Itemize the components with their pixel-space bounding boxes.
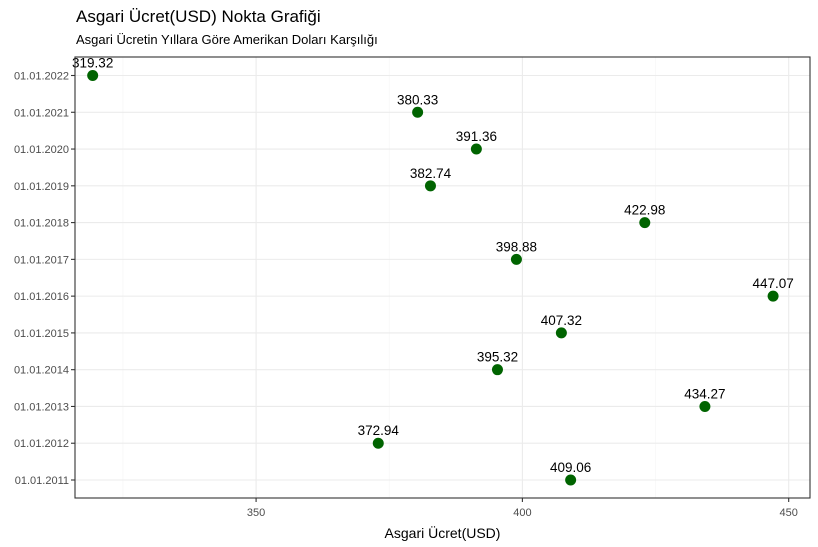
data-label: 391.36 bbox=[456, 129, 497, 144]
data-point bbox=[510, 253, 522, 265]
chart-subtitle: Asgari Ücretin Yıllara Göre Amerikan Dol… bbox=[76, 32, 378, 47]
data-label: 395.32 bbox=[477, 350, 518, 365]
y-tick-label: 01.01.2020 bbox=[14, 144, 69, 156]
x-tick-label: 400 bbox=[513, 507, 531, 519]
data-point bbox=[565, 474, 577, 486]
x-tick-label: 350 bbox=[247, 507, 265, 519]
data-point bbox=[555, 327, 567, 339]
y-tick-label: 01.01.2014 bbox=[14, 365, 69, 377]
chart-title: Asgari Ücret(USD) Nokta Grafiği bbox=[76, 7, 321, 26]
y-tick-label: 01.01.2022 bbox=[14, 71, 69, 83]
data-label: 409.06 bbox=[550, 460, 591, 475]
y-tick-label: 01.01.2018 bbox=[14, 218, 69, 230]
data-point bbox=[424, 180, 436, 192]
data-label: 398.88 bbox=[496, 239, 537, 254]
y-tick-label: 01.01.2011 bbox=[15, 475, 69, 487]
data-point bbox=[767, 290, 779, 302]
data-label: 434.27 bbox=[684, 386, 725, 401]
axes: 350 400 450 01.01.2011 01.01.2012 01.01.2013 0… bbox=[14, 71, 798, 520]
x-tick-label: 450 bbox=[780, 507, 798, 519]
y-tick-label: 01.01.2012 bbox=[14, 438, 69, 450]
data-points bbox=[87, 70, 779, 486]
data-point bbox=[491, 364, 503, 376]
data-label: 380.33 bbox=[397, 92, 438, 107]
x-axis-title: Asgari Ücret(USD) bbox=[385, 524, 501, 541]
data-point bbox=[87, 70, 99, 81]
data-label: 422.98 bbox=[624, 203, 665, 218]
y-tick-label: 01.01.2016 bbox=[14, 291, 69, 303]
data-label: 372.94 bbox=[358, 423, 400, 438]
data-point bbox=[470, 143, 482, 155]
grid-lines bbox=[75, 57, 810, 498]
y-tick-label: 01.01.2017 bbox=[14, 254, 69, 266]
y-tick-label: 01.01.2019 bbox=[14, 181, 69, 193]
y-tick-label: 01.01.2013 bbox=[14, 401, 69, 413]
y-tick-label: 01.01.2015 bbox=[14, 328, 69, 340]
data-label: 447.07 bbox=[752, 276, 793, 291]
data-point bbox=[372, 437, 384, 449]
data-point bbox=[699, 400, 711, 412]
data-label: 382.74 bbox=[410, 166, 452, 181]
data-labels: 409.06 372.94 434.27 395.32 407.32 447.07 398.… bbox=[72, 56, 794, 476]
data-label: 407.32 bbox=[541, 313, 582, 328]
panel-border bbox=[74, 56, 811, 499]
y-tick-label: 01.01.2021 bbox=[14, 107, 69, 119]
data-label: 319.32 bbox=[72, 56, 113, 71]
data-point bbox=[639, 217, 651, 229]
data-point bbox=[412, 106, 424, 118]
